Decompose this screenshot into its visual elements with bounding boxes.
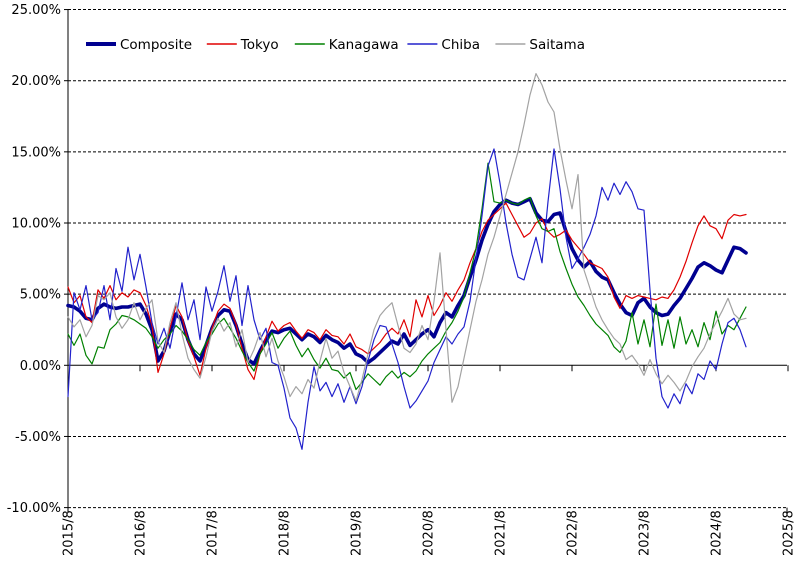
x-tick-label: 2024/8 — [710, 510, 725, 556]
x-tick-label: 2022/8 — [566, 510, 581, 556]
x-tick-label: 2018/8 — [278, 510, 293, 556]
y-tick-label: 20.00% — [11, 74, 61, 89]
series-line-tokyo — [67, 202, 747, 381]
x-tick-label: 2015/8 — [62, 510, 77, 556]
y-tick-label: 0.00% — [20, 359, 61, 374]
x-tick-label: 2021/8 — [494, 510, 509, 556]
series-line-kanagawa — [67, 162, 747, 391]
y-tick-label: -10.00% — [7, 501, 61, 516]
y-tick-label: -5.00% — [15, 430, 61, 445]
x-tick-label: 2016/8 — [134, 510, 149, 556]
x-tick-label: 2025/8 — [782, 510, 794, 556]
legend-label-kanagawa: Kanagawa — [329, 37, 399, 53]
y-tick-label: 25.00% — [11, 3, 61, 18]
y-tick-label: 5.00% — [20, 288, 61, 303]
series-line-chiba — [67, 148, 747, 450]
legend-label-saitama: Saitama — [529, 37, 585, 53]
legend-label-composite: Composite — [120, 37, 192, 53]
x-tick-label: 2019/8 — [350, 510, 365, 556]
y-tick-label: 15.00% — [11, 145, 61, 160]
legend-label-tokyo: Tokyo — [240, 37, 279, 53]
x-tick-label: 2020/8 — [422, 510, 437, 556]
x-tick-label: 2017/8 — [206, 510, 221, 556]
series-line-saitama — [67, 72, 747, 403]
series-line-composite — [66, 197, 748, 366]
x-tick-label: 2023/8 — [638, 510, 653, 556]
legend-label-chiba: Chiba — [441, 37, 480, 53]
y-tick-label: 10.00% — [11, 217, 61, 232]
